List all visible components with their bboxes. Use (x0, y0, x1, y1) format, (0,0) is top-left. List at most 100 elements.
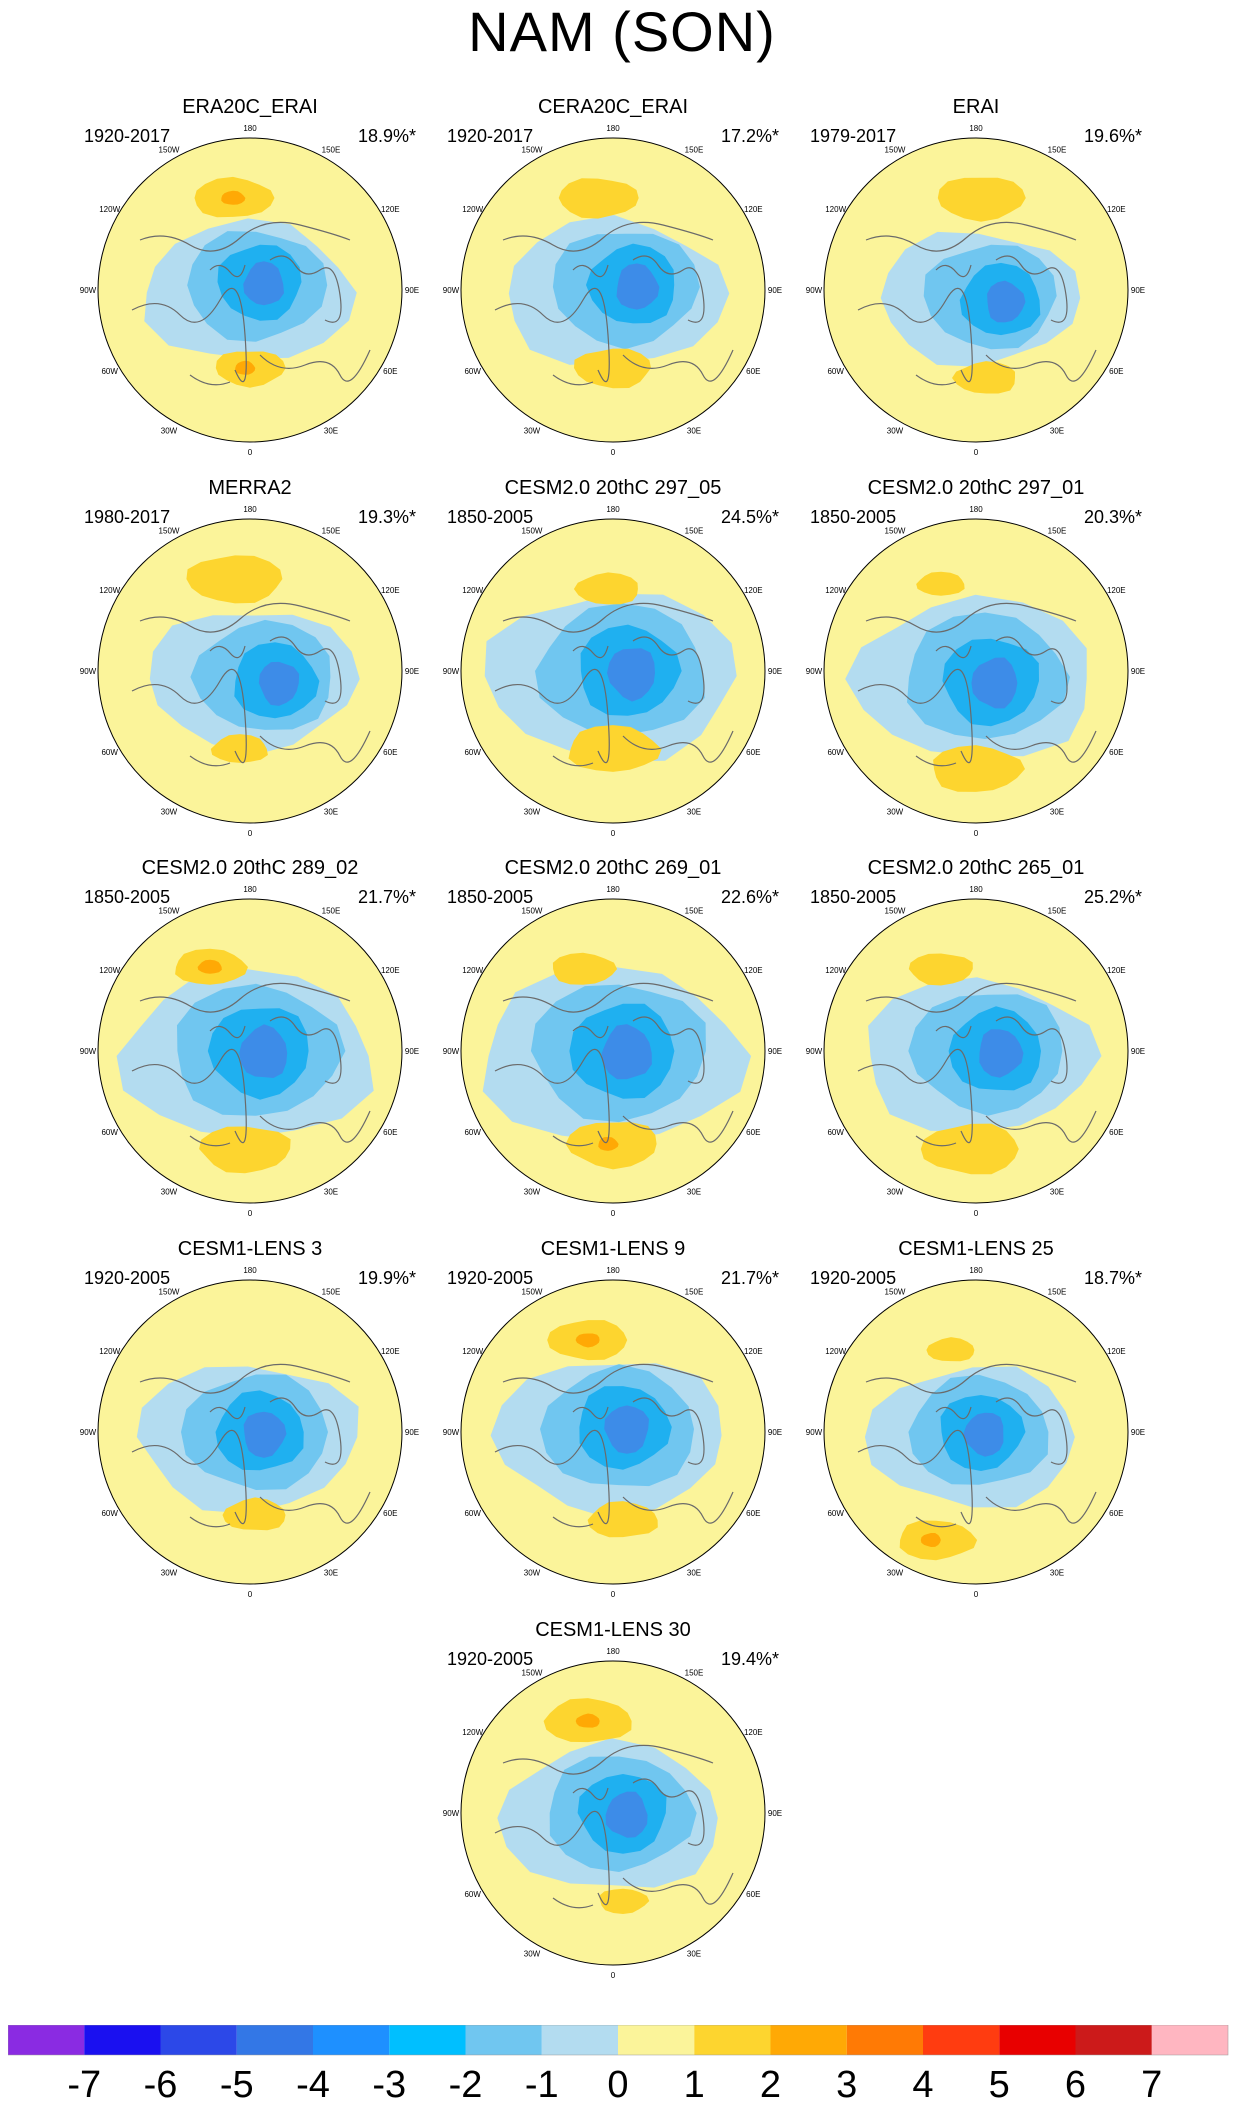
colorbar-bin (160, 2025, 237, 2055)
atlantic-positive-anomaly (920, 1123, 1019, 1175)
map-panel: CESM1-LENS 25 1920-2005 18.7%* 180 150E 120E 9… (796, 1238, 1156, 1599)
pacific-positive-core (575, 1713, 600, 1728)
longitude-label: 90E (768, 1047, 782, 1056)
colorbar-bin (923, 2025, 1000, 2055)
map-panel: CESM2.0 20thC 269_01 1850-2005 22.6%* 180 15… (433, 857, 793, 1218)
map-panel: CESM2.0 20thC 265_01 1850-2005 25.2%* 180 15… (796, 857, 1156, 1218)
longitude-label: 150W (522, 907, 543, 916)
longitude-label: 30W (524, 1568, 541, 1577)
longitude-label: 30W (161, 807, 178, 816)
panel-title: CESM1-LENS 3 (177, 1238, 323, 1260)
longitude-label: 60W (101, 748, 118, 757)
panel-years: 1979-2017 (810, 126, 897, 146)
longitude-label: 150E (322, 1288, 341, 1297)
longitude-label: 30W (161, 1187, 178, 1196)
negative-anomaly-center (616, 263, 660, 310)
pacific-positive-anomaly (908, 953, 973, 986)
longitude-label: 30W (887, 1187, 904, 1196)
coastline (552, 1135, 594, 1147)
longitude-label: 60E (1109, 367, 1123, 376)
pacific-positive-core (197, 959, 222, 974)
negative-anomaly-center (243, 1411, 287, 1458)
coastline (985, 1491, 1097, 1524)
longitude-label: 180 (243, 505, 257, 514)
longitude-label: 90W (806, 286, 823, 295)
longitude-label: 90E (768, 1809, 782, 1818)
longitude-label: 120E (1107, 1347, 1126, 1356)
longitude-label: 60E (1109, 1509, 1123, 1518)
longitude-label: 30E (687, 1187, 701, 1196)
panel-variance: 18.7%* (1083, 1268, 1142, 1288)
longitude-label: 150W (159, 1288, 180, 1297)
longitude-label: 120E (1107, 966, 1126, 975)
pacific-positive-anomaly (552, 952, 618, 985)
panel-years: 1850-2005 (447, 507, 534, 527)
coastline (995, 1397, 1068, 1465)
longitude-label: 0 (611, 1971, 616, 1980)
atlantic-positive-anomaly (599, 1888, 650, 1914)
longitude-label: 90E (768, 1428, 782, 1437)
longitude-label: 120E (744, 586, 763, 595)
map-border (460, 1279, 766, 1585)
map-border (823, 137, 1129, 443)
longitude-label: 120W (462, 205, 483, 214)
atlantic-positive-anomaly (222, 1497, 286, 1531)
map-panel: ERAI 1979-2017 19.6%* 180 150E 120E 90E 60E 30E 0… (796, 96, 1156, 457)
longitude-label: 90E (1131, 286, 1145, 295)
colorbar-bin (84, 2025, 161, 2055)
longitude-label: 60E (746, 1128, 760, 1137)
panel-variance: 24.5%* (720, 507, 779, 527)
longitude-label: 150W (522, 1669, 543, 1678)
negative-anomaly-center (239, 1024, 288, 1078)
negative-anomaly-center (601, 1024, 652, 1080)
longitude-label: 150W (522, 1288, 543, 1297)
longitude-label: 150E (1048, 1288, 1067, 1297)
negative-anomaly-center (604, 1405, 649, 1454)
polar-map: 180 150E 120E 90E 60E 30E 0 30W 60W 90W 120W 150W (80, 505, 419, 838)
longitude-label: 0 (248, 1590, 253, 1599)
longitude-label: 120W (825, 966, 846, 975)
coastline (865, 221, 1077, 252)
longitude-label: 180 (606, 1647, 620, 1656)
longitude-label: 60E (746, 367, 760, 376)
longitude-label: 120W (825, 586, 846, 595)
longitude-label: 60E (383, 1128, 397, 1137)
longitude-label: 60W (101, 1128, 118, 1137)
pacific-positive-anomaly (926, 1337, 975, 1362)
coastline (139, 982, 351, 1013)
longitude-label: 60W (827, 1509, 844, 1518)
longitude-label: 120W (99, 1347, 120, 1356)
coastline (622, 730, 734, 763)
longitude-label: 180 (243, 124, 257, 133)
map-border (460, 137, 766, 443)
longitude-label: 180 (606, 885, 620, 894)
longitude-label: 90W (806, 1047, 823, 1056)
negative-anomaly-center (971, 657, 1018, 709)
polar-map: 180 150E 120E 90E 60E 30E 0 30W 60W 90W 120W 150W (80, 1266, 419, 1599)
polar-map: 180 150E 120E 90E 60E 30E 0 30W 60W 90W 120W 150W (443, 124, 782, 457)
coastline (935, 645, 972, 659)
pacific-positive-anomaly (186, 555, 283, 604)
colorbar-bin (465, 2025, 542, 2055)
map-border (823, 518, 1129, 824)
longitude-label: 150W (885, 146, 906, 155)
coastline (502, 602, 714, 633)
colorbar-outline (8, 2025, 1229, 2056)
longitude-label: 180 (243, 885, 257, 894)
map-panel: CESM2.0 20thC 289_02 1850-2005 21.7%* 180 15… (70, 857, 430, 1218)
coastline (502, 1744, 714, 1775)
longitude-label: 150E (685, 527, 704, 536)
coastline (572, 1025, 609, 1039)
coastline (552, 755, 594, 767)
panel-title: CESM2.0 20thC 265_01 (867, 857, 1085, 879)
map-panel: CESM1-LENS 9 1920-2005 21.7%* 180 150E 120E 90… (433, 1238, 793, 1599)
longitude-label: 90E (405, 286, 419, 295)
longitude-label: 60W (464, 1890, 481, 1899)
panel-title: MERRA2 (208, 477, 292, 499)
longitude-label: 120E (744, 1728, 763, 1737)
coastline (494, 287, 610, 383)
map-border (823, 898, 1129, 1204)
longitude-label: 0 (974, 448, 979, 457)
longitude-label: 90E (405, 1047, 419, 1056)
longitude-label: 150E (685, 1288, 704, 1297)
